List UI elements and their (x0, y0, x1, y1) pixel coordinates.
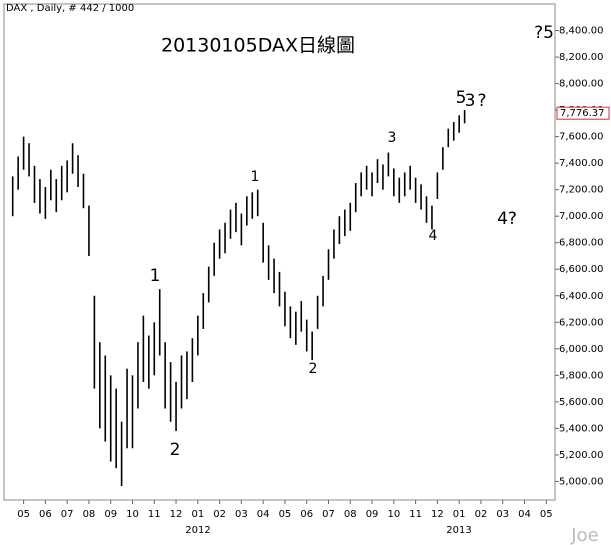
x-tick-label: 05 (540, 509, 553, 520)
wave-label: 1 (150, 266, 161, 286)
x-tick-label: 01 (453, 509, 466, 520)
x-tick-label: 05 (279, 509, 292, 520)
x-tick-label: 04 (257, 509, 270, 520)
y-tick-label: 5,200.00 (559, 450, 604, 461)
x-tick-label: 01 (191, 509, 204, 520)
y-tick-label: 7,000.00 (559, 211, 604, 222)
x-tick-label: 08 (83, 509, 96, 520)
x-tick-label: 11 (409, 509, 422, 520)
x-tick-label: 10 (126, 509, 139, 520)
y-tick-label: 6,800.00 (559, 238, 604, 249)
x-tick-label: 04 (518, 509, 531, 520)
y-tick-label: 6,400.00 (559, 291, 604, 302)
x-tick-label: 09 (104, 509, 117, 520)
wave-label: 1 (251, 169, 260, 185)
x-tick-label: 05 (17, 509, 30, 520)
wave-label: 2 (309, 361, 318, 377)
x-tick-label: 08 (344, 509, 357, 520)
x-tick-label: 09 (366, 509, 379, 520)
plot-frame (3, 3, 556, 501)
y-tick-label: 5,000.00 (559, 476, 604, 487)
wave-label: ? (477, 91, 486, 111)
x-tick-label: 03 (496, 509, 509, 520)
year-label: 2012 (185, 525, 210, 536)
y-tick-label: 8,400.00 (559, 26, 604, 37)
wave-label: 5 (456, 88, 467, 108)
wave-label: 4 (429, 228, 438, 244)
wave-label: 2 (170, 440, 181, 460)
chart-header: DAX , Daily, # 442 / 1000 (6, 3, 134, 14)
y-tick-label: 8,200.00 (559, 52, 604, 63)
wave-label: ?5 (534, 23, 554, 43)
wave-label: 3 (465, 91, 476, 111)
y-tick-label: 6,000.00 (559, 344, 604, 355)
y-tick-label: 5,400.00 (559, 423, 604, 434)
x-tick-label: 07 (61, 509, 74, 520)
y-tick-label: 7,200.00 (559, 185, 604, 196)
y-tick-label: 6,200.00 (559, 317, 604, 328)
y-tick-label: 7,400.00 (559, 158, 604, 169)
chart-title: 20130105DAX日線圖 (161, 35, 355, 57)
y-tick-label: 8,000.00 (559, 79, 604, 90)
y-tick-label: 5,600.00 (559, 397, 604, 408)
x-tick-label: 03 (235, 509, 248, 520)
y-tick-label: 7,600.00 (559, 132, 604, 143)
year-label: 2013 (446, 525, 471, 536)
wave-label: 4? (497, 209, 517, 229)
x-tick-label: 06 (300, 509, 313, 520)
x-tick-label: 02 (213, 509, 226, 520)
last-value-label: 7,776.37 (560, 108, 605, 119)
x-tick-label: 07 (322, 509, 335, 520)
watermark: Joe (570, 525, 598, 545)
x-tick-label: 12 (431, 509, 444, 520)
x-tick-label: 11 (148, 509, 161, 520)
x-tick-label: 12 (170, 509, 183, 520)
wave-label: 3 (388, 130, 397, 146)
x-tick-label: 10 (387, 509, 400, 520)
y-tick-label: 6,600.00 (559, 264, 604, 275)
y-tick-label: 5,800.00 (559, 370, 604, 381)
x-tick-label: 06 (39, 509, 52, 520)
last-value-box (556, 106, 610, 120)
x-tick-label: 02 (475, 509, 488, 520)
